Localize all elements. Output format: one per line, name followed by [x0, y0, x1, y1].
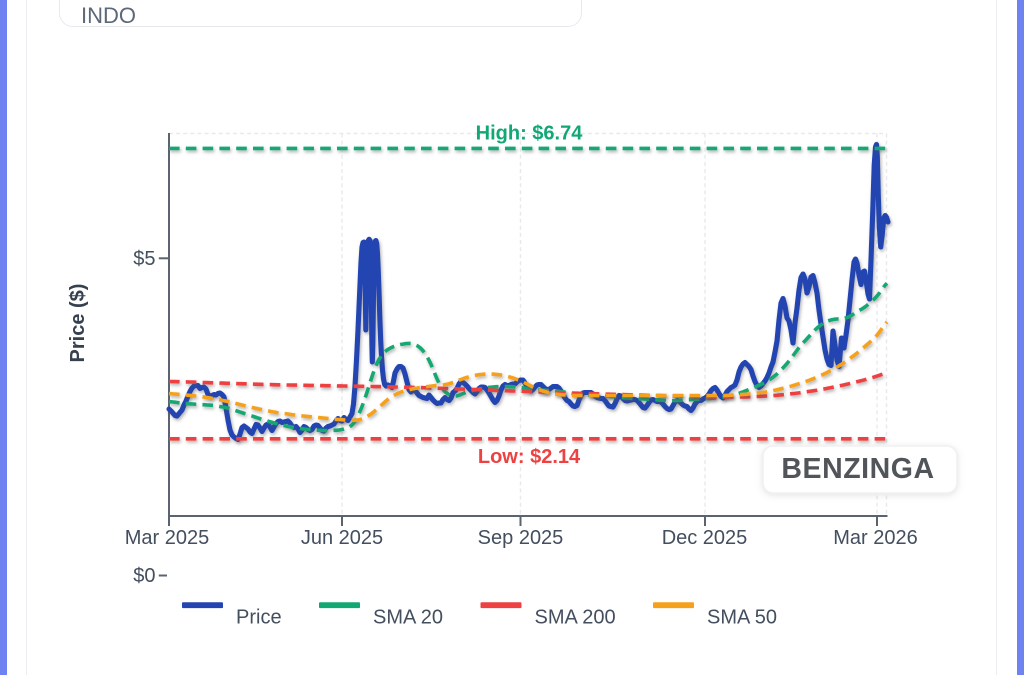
svg-text:Sep 2025: Sep 2025 [478, 527, 564, 549]
svg-text:Price: Price [236, 607, 282, 629]
svg-text:BENZINGA: BENZINGA [781, 453, 934, 485]
svg-text:Price ($): Price ($) [67, 284, 89, 363]
svg-text:$0: $0 [133, 565, 155, 587]
svg-text:SMA 20: SMA 20 [373, 607, 443, 629]
svg-text:Low: $2.14: Low: $2.14 [478, 446, 581, 468]
svg-text:SMA 50: SMA 50 [707, 607, 777, 629]
svg-text:SMA 200: SMA 200 [535, 607, 616, 629]
svg-text:Mar 2025: Mar 2025 [125, 527, 210, 549]
svg-text:Mar 2026: Mar 2026 [833, 527, 918, 549]
svg-text:Dec 2025: Dec 2025 [662, 527, 748, 549]
svg-text:Jun 2025: Jun 2025 [301, 527, 383, 549]
svg-text:High: $6.74: High: $6.74 [476, 123, 584, 145]
svg-text:$5: $5 [133, 248, 155, 270]
